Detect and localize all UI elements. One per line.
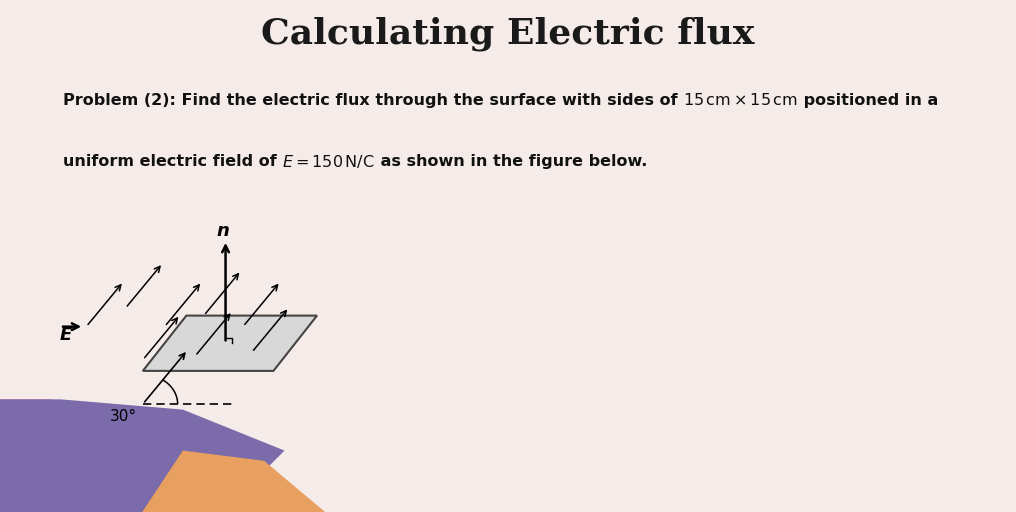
Text: uniform electric field of: uniform electric field of (63, 154, 282, 169)
Text: as shown in the figure below.: as shown in the figure below. (375, 154, 647, 169)
Text: Problem (2): Find the electric flux through the surface with sides of: Problem (2): Find the electric flux thro… (63, 93, 683, 108)
Text: positioned in a: positioned in a (798, 93, 938, 108)
Text: $E = 150\,\mathrm{N/C}$: $E = 150\,\mathrm{N/C}$ (282, 153, 375, 170)
Text: Calculating Electric flux: Calculating Electric flux (261, 16, 755, 51)
Text: 30°: 30° (110, 409, 137, 423)
Polygon shape (0, 399, 142, 512)
Polygon shape (142, 451, 325, 512)
Polygon shape (143, 315, 317, 371)
Text: n: n (216, 222, 229, 240)
Text: E: E (59, 326, 71, 344)
Text: $15\,\mathrm{cm} \times 15\,\mathrm{cm}$: $15\,\mathrm{cm} \times 15\,\mathrm{cm}$ (683, 92, 798, 109)
Polygon shape (0, 399, 284, 512)
